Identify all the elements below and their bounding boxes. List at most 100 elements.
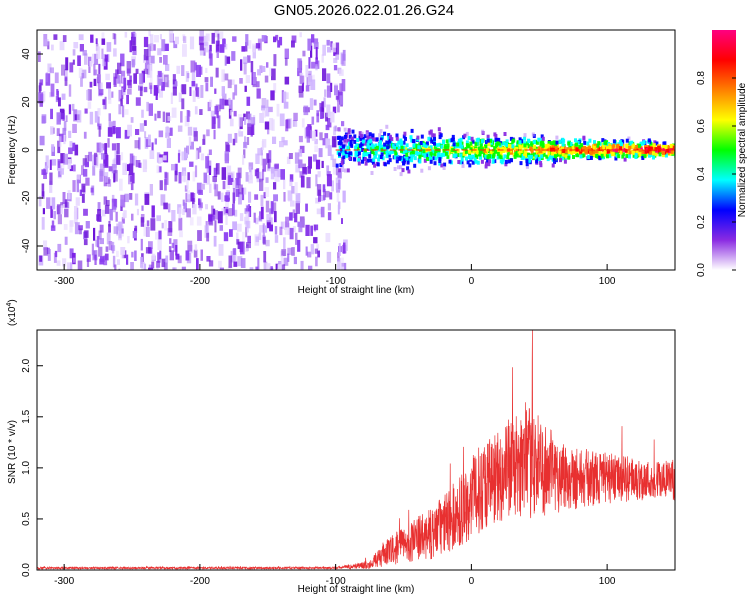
noise-speckle [261, 105, 266, 111]
noise-speckle [164, 172, 169, 185]
noise-speckle [320, 195, 325, 202]
noise-speckle [41, 183, 45, 197]
noise-speckle [216, 44, 220, 51]
noise-speckle [132, 230, 137, 239]
noise-speckle [330, 82, 333, 92]
noise-speckle [38, 92, 44, 104]
noise-speckle [288, 153, 293, 159]
noise-speckle [214, 88, 217, 94]
noise-speckle [171, 242, 175, 249]
noise-speckle [141, 109, 144, 118]
noise-speckle [326, 104, 331, 117]
noise-speckle [57, 243, 62, 253]
signal-cell [437, 152, 441, 157]
noise-speckle [172, 267, 177, 270]
noise-speckle [94, 254, 97, 265]
noise-speckle [222, 180, 226, 190]
signal-cell [594, 149, 598, 154]
signal-cell [633, 146, 637, 151]
noise-speckle [194, 165, 198, 178]
signal-cell [554, 143, 558, 148]
noise-speckle [218, 260, 222, 269]
signal-cell [551, 145, 555, 149]
signal-cell [442, 152, 445, 157]
noise-speckle [60, 153, 65, 164]
noise-speckle [205, 33, 210, 42]
noise-speckle [321, 101, 324, 112]
signal-cell [655, 141, 659, 146]
signal-cell [445, 139, 449, 144]
noise-speckle [79, 228, 82, 235]
signal-cell [519, 146, 522, 151]
noise-speckle [194, 62, 197, 71]
signal-cell [481, 139, 484, 144]
signal-cell [584, 150, 588, 155]
signal-cell [530, 143, 534, 148]
signal-cell [387, 133, 391, 138]
noise-speckle [98, 89, 103, 97]
noise-speckle [54, 250, 58, 258]
snr-scale-label: (x104) [6, 299, 18, 326]
noise-speckle [98, 246, 103, 257]
signal-cell [430, 139, 434, 144]
noise-speckle [260, 152, 263, 166]
signal-cell [379, 140, 382, 145]
signal-cell [492, 149, 496, 154]
signal-cell [483, 148, 487, 153]
noise-speckle [51, 159, 57, 166]
noise-speckle [107, 127, 113, 137]
noise-speckle [257, 148, 263, 156]
signal-cell [628, 145, 632, 150]
noise-speckle [225, 213, 228, 225]
noise-speckle [316, 244, 320, 250]
noise-speckle [204, 225, 210, 238]
signal-cell [529, 141, 533, 146]
signal-cell [643, 154, 647, 159]
signal-cell [342, 146, 346, 151]
noise-speckle [262, 139, 267, 148]
signal-cell [375, 145, 379, 150]
snr-scale-exponent: 4 [6, 303, 13, 307]
signal-cell [479, 155, 483, 160]
signal-cell [533, 152, 536, 157]
signal-cell [588, 138, 592, 143]
signal-cell [567, 155, 571, 160]
noise-speckle [302, 50, 306, 57]
signal-cell [469, 141, 473, 146]
signal-cell [619, 146, 623, 150]
noise-speckle [45, 73, 51, 86]
signal-cell [424, 144, 428, 149]
noise-speckle [56, 204, 61, 215]
signal-cell [411, 139, 415, 144]
signal-cell [433, 161, 437, 166]
noise-speckle [334, 85, 338, 96]
noise-speckle [324, 190, 330, 198]
noise-speckle [159, 57, 162, 63]
noise-speckle [322, 184, 326, 193]
signal-cell [476, 150, 479, 155]
noise-speckle [245, 211, 250, 221]
signal-cell [480, 149, 484, 154]
noise-speckle [339, 83, 343, 96]
noise-speckle [62, 192, 66, 204]
noise-speckle [130, 262, 134, 270]
noise-speckle [308, 75, 311, 86]
signal-cell [412, 143, 416, 148]
signal-cell [413, 163, 417, 168]
noise-speckle [111, 143, 116, 151]
noise-speckle [249, 267, 254, 270]
signal-cell [606, 146, 609, 151]
noise-speckle [337, 171, 342, 179]
signal-cell [383, 162, 387, 167]
signal-cell [432, 156, 436, 161]
noise-speckle [299, 32, 302, 38]
noise-speckle [331, 180, 334, 192]
signal-cell [594, 153, 598, 158]
signal-cell [553, 154, 557, 159]
signal-cell [356, 146, 360, 151]
noise-speckle [284, 57, 288, 66]
noise-speckle [81, 73, 85, 79]
signal-cell [477, 146, 481, 151]
signal-cell [397, 140, 401, 145]
signal-cell [551, 163, 555, 168]
